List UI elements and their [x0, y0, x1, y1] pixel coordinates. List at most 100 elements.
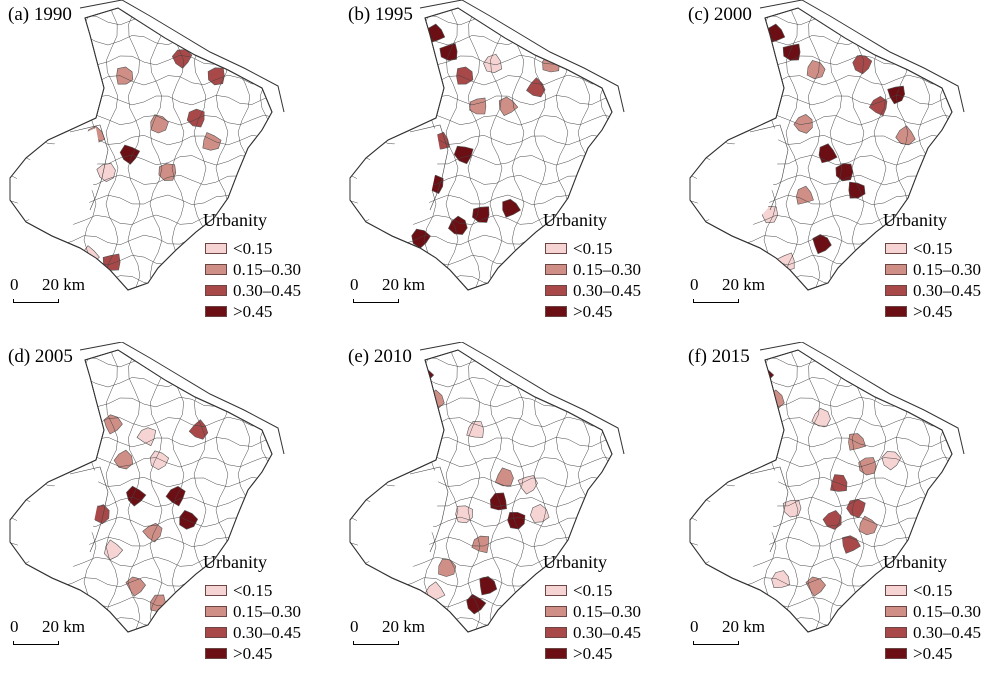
urbanity-map: [9, 0, 285, 291]
legend-item: <0.15: [545, 238, 641, 259]
district-highlight: [881, 451, 902, 471]
legend-swatch: [205, 585, 227, 596]
scale-bar-start: 0: [350, 275, 359, 294]
legend-item: >0.45: [545, 301, 641, 322]
legend-swatch: [545, 285, 567, 296]
legend-item: >0.45: [885, 301, 981, 322]
lake-area: [14, 128, 100, 228]
panel-title: (b) 1995: [348, 4, 413, 25]
district-highlight: [453, 145, 474, 165]
district-highlight: [438, 558, 457, 577]
district-highlight: [102, 253, 121, 271]
legend-swatch: [885, 285, 907, 296]
lake-area: [14, 470, 100, 570]
panel-title: (e) 2010: [348, 346, 412, 367]
district-highlight: [165, 486, 186, 507]
legend-title: Urbanity: [543, 210, 607, 230]
coastline: [759, 342, 965, 455]
district-highlight: [782, 499, 802, 518]
district-highlight: [455, 505, 473, 524]
legend-swatch: [885, 243, 907, 254]
district-highlight: [502, 198, 521, 218]
legend-label: 0.30–0.45: [573, 281, 641, 300]
legend-item: >0.45: [205, 643, 301, 664]
district-highlight: [103, 414, 123, 435]
legend-item: 0.15–0.30: [885, 259, 981, 280]
legend-item: 0.30–0.45: [545, 622, 641, 643]
legend-item: <0.15: [885, 238, 981, 259]
panel-title: (a) 1990: [8, 4, 72, 25]
legend-item: 0.15–0.30: [205, 601, 301, 622]
district-highlight: [793, 114, 813, 134]
district-highlight: [179, 510, 199, 530]
legend: Urbanity <0.15 0.15–0.30 0.30–0.45 >0.45: [543, 552, 641, 664]
district-highlight: [411, 228, 431, 249]
district-highlight: [96, 163, 116, 183]
legend-swatch: [205, 606, 227, 617]
legend-label: 0.15–0.30: [913, 260, 981, 279]
legend-swatch: [545, 585, 567, 596]
coastline: [759, 0, 965, 113]
scale-bar-line: [13, 641, 59, 645]
legend-swatch: [885, 306, 907, 317]
legend-swatch: [205, 285, 227, 296]
district-highlight: [448, 215, 468, 235]
legend-swatch: [885, 585, 907, 596]
legend-item: <0.15: [205, 580, 301, 601]
legend: Urbanity <0.15 0.15–0.30 0.30–0.45 >0.45: [203, 552, 301, 664]
district-highlight: [812, 234, 832, 255]
legend-title: Urbanity: [883, 552, 947, 572]
legend: Urbanity <0.15 0.15–0.30 0.30–0.45 >0.45: [203, 210, 301, 322]
district-highlight: [811, 407, 831, 427]
legend-item: 0.30–0.45: [545, 280, 641, 301]
legend-item: <0.15: [885, 580, 981, 601]
scale-bar-end: 20 km: [42, 275, 85, 294]
panel-title: (c) 2000: [688, 4, 752, 25]
legend-swatch: [205, 627, 227, 638]
legend-label: >0.45: [573, 302, 613, 321]
district-highlight: [858, 515, 878, 536]
legend-swatch: [885, 606, 907, 617]
legend-label: <0.15: [573, 581, 613, 600]
legend-label: 0.15–0.30: [233, 602, 301, 621]
legend-label: 0.15–0.30: [573, 602, 641, 621]
scale-bar-start: 0: [690, 617, 699, 636]
legend-swatch: [545, 606, 567, 617]
scale-bar-start: 0: [10, 275, 19, 294]
legend-label: <0.15: [233, 239, 273, 258]
legend-label: 0.30–0.45: [573, 623, 641, 642]
legend-label: 0.30–0.45: [913, 281, 981, 300]
lake-area: [694, 470, 780, 570]
district-highlight: [136, 427, 157, 447]
legend-swatch: [885, 648, 907, 659]
legend: Urbanity <0.15 0.15–0.30 0.30–0.45 >0.45: [883, 552, 981, 664]
district-highlight: [113, 449, 134, 470]
legend-swatch: [545, 243, 567, 254]
district-highlight: [782, 43, 801, 61]
map-panel-2010: (e) 2010 Urbanity <0.15 0.15–0.30 0.30–0.45…: [340, 342, 673, 683]
district-highlight: [887, 85, 906, 105]
lake-area: [354, 128, 440, 228]
district-highlight: [74, 383, 94, 404]
legend-label: >0.45: [573, 644, 613, 663]
legend-label: >0.45: [233, 302, 273, 321]
legend-swatch: [205, 648, 227, 659]
district-highlight: [207, 67, 225, 86]
legend-item: 0.30–0.45: [885, 622, 981, 643]
legend-label: <0.15: [913, 239, 953, 258]
district-highlight: [796, 185, 814, 205]
lake-area: [694, 128, 780, 228]
district-highlight: [469, 97, 487, 115]
map-panel-2005: (d) 2005 Urbanity <0.15 0.15–0.30 0.30–0.45…: [0, 342, 333, 683]
legend-item: 0.15–0.30: [885, 601, 981, 622]
legend-title: Urbanity: [883, 210, 947, 230]
legend-label: 0.30–0.45: [913, 623, 981, 642]
district-highlight: [186, 108, 205, 128]
urbanity-map: [349, 342, 625, 633]
map-panel-1990: (a) 1990 Urbanity <0.15 0.15–0.30 0.30–0.45…: [0, 0, 333, 341]
scale-bar-line: [13, 299, 59, 303]
district-highlight: [822, 510, 842, 530]
map-panel-1995: (b) 1995 Urbanity <0.15 0.15–0.30 0.30–0.45…: [340, 0, 673, 341]
scale-bar-end: 20 km: [382, 275, 425, 294]
district-highlight: [439, 43, 458, 61]
